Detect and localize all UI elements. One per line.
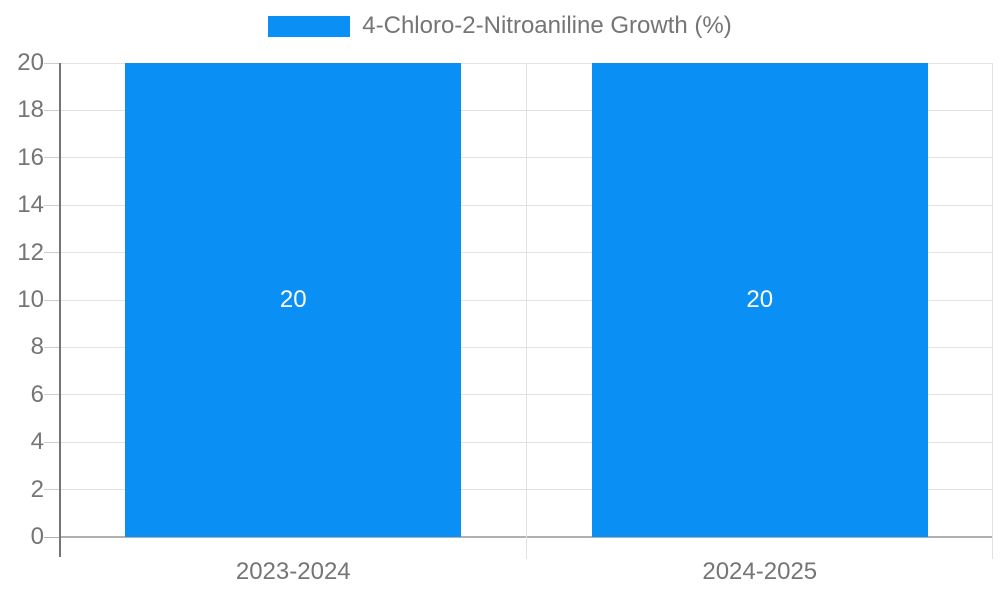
bar-2024-2025[interactable] (592, 63, 928, 537)
y-axis-tick (44, 536, 60, 538)
y-axis-label: 14 (17, 191, 44, 219)
y-axis-tick (44, 62, 60, 64)
y-axis-tick (44, 252, 60, 254)
y-axis-label: 16 (17, 143, 44, 171)
y-axis-label: 18 (17, 96, 44, 124)
y-axis-label: 4 (30, 428, 44, 456)
y-axis-label: 2 (30, 475, 44, 503)
y-axis-tick (44, 489, 60, 491)
x-axis-label: 2024-2025 (702, 558, 818, 585)
y-axis-tick (44, 394, 60, 396)
y-axis-line (59, 63, 61, 557)
y-axis-tick (44, 109, 60, 111)
y-axis-tick (44, 441, 60, 443)
legend-swatch (268, 15, 351, 37)
y-axis-label: 20 (17, 49, 44, 76)
chart-legend: 4-Chloro-2-Nitroaniline Growth (%) (0, 14, 1000, 38)
y-axis-tick (44, 204, 60, 206)
y-axis-label: 6 (30, 380, 44, 408)
y-axis-tick (44, 299, 60, 301)
y-axis-tick (44, 157, 60, 159)
y-axis-label: 10 (17, 286, 44, 313)
y-axis-label: 12 (17, 238, 44, 266)
y-axis-label: 0 (30, 523, 44, 550)
category-divider-line (526, 63, 527, 559)
y-axis-label: 8 (30, 333, 44, 361)
bar-value-label: 20 (746, 286, 774, 313)
plot-right-edge (992, 63, 993, 559)
bar-2023-2024[interactable] (125, 63, 461, 537)
y-axis-tick (44, 346, 60, 348)
x-axis-label: 2023-2024 (235, 558, 351, 585)
legend-label: 4-Chloro-2-Nitroaniline Growth (%) (362, 12, 732, 39)
bar-value-label: 20 (279, 286, 307, 313)
